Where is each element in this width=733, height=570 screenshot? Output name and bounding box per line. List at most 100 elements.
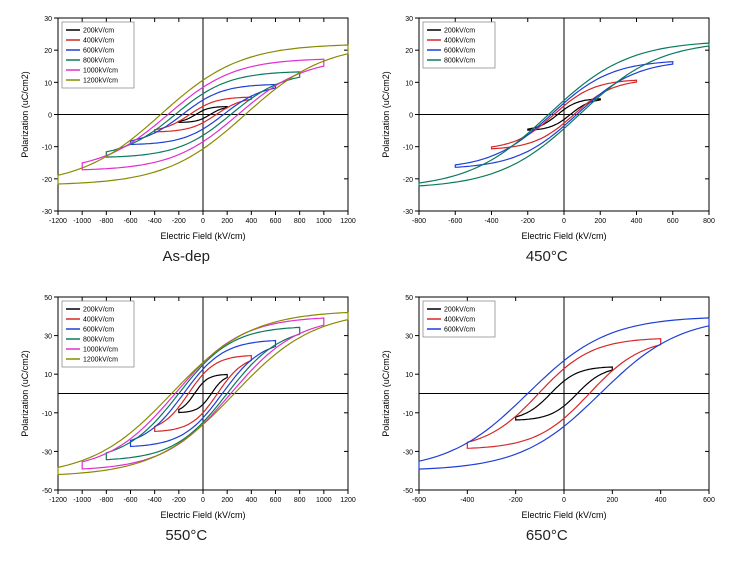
panel-title-650c: 650°C [526, 527, 568, 544]
svg-text:200kV/cm: 200kV/cm [83, 307, 114, 314]
svg-text:-1200: -1200 [49, 497, 67, 504]
chart-450c: -800-600-400-2000200400600800-30-20-1001… [377, 10, 717, 250]
svg-text:800: 800 [294, 497, 306, 504]
svg-text:1000: 1000 [316, 218, 332, 225]
svg-text:Electric Field (kV/cm): Electric Field (kV/cm) [161, 231, 246, 241]
svg-text:200kV/cm: 200kV/cm [444, 28, 475, 35]
svg-text:600kV/cm: 600kV/cm [83, 48, 114, 55]
svg-text:800: 800 [294, 218, 306, 225]
panel-650c: -600 -400 -200 0 200 400 600 -50 -30 -10 10 30 50 Ele… [371, 289, 724, 560]
svg-text:-1200: -1200 [49, 218, 67, 225]
panel-550c: -1200-1000-800-600-400-20002004006008001… [10, 289, 363, 560]
svg-text:800: 800 [703, 218, 715, 225]
svg-text:800kV/cm: 800kV/cm [83, 58, 114, 65]
svg-text:-400: -400 [148, 218, 162, 225]
svg-text:Polarization (uC/cm2): Polarization (uC/cm2) [381, 350, 391, 437]
chart-grid: -1200-1000-800-600-400-20002004006008001… [10, 10, 723, 560]
svg-text:800kV/cm: 800kV/cm [444, 58, 475, 65]
svg-text:400: 400 [246, 497, 258, 504]
svg-text:400kV/cm: 400kV/cm [83, 38, 114, 45]
svg-text:-800: -800 [412, 218, 426, 225]
svg-text:1000kV/cm: 1000kV/cm [83, 347, 118, 354]
svg-text:600: 600 [667, 218, 679, 225]
svg-text:0: 0 [562, 497, 566, 504]
svg-text:Polarization (uC/cm2): Polarization (uC/cm2) [20, 71, 30, 158]
svg-text:10: 10 [44, 80, 52, 87]
svg-text:-400: -400 [460, 497, 474, 504]
svg-text:10: 10 [44, 372, 52, 379]
panel-title-450c: 450°C [526, 248, 568, 265]
svg-text:20: 20 [405, 48, 413, 55]
svg-text:-200: -200 [508, 497, 522, 504]
svg-text:-800: -800 [100, 218, 114, 225]
svg-text:50: 50 [405, 295, 413, 302]
svg-text:30: 30 [405, 16, 413, 23]
svg-text:-800: -800 [100, 497, 114, 504]
svg-text:1200: 1200 [340, 218, 356, 225]
svg-text:-600: -600 [124, 218, 138, 225]
svg-text:-400: -400 [484, 218, 498, 225]
svg-text:30: 30 [44, 334, 52, 341]
chart-650c: -600 -400 -200 0 200 400 600 -50 -30 -10 10 30 50 Ele… [377, 289, 717, 529]
svg-text:0: 0 [201, 218, 205, 225]
svg-text:600kV/cm: 600kV/cm [83, 327, 114, 334]
svg-text:30: 30 [44, 16, 52, 23]
svg-text:-10: -10 [403, 411, 413, 418]
svg-text:200kV/cm: 200kV/cm [83, 28, 114, 35]
svg-text:600: 600 [270, 497, 282, 504]
panel-as-dep: -1200-1000-800-600-400-20002004006008001… [10, 10, 363, 281]
svg-text:1200kV/cm: 1200kV/cm [83, 78, 118, 85]
svg-text:800kV/cm: 800kV/cm [83, 337, 114, 344]
svg-text:-30: -30 [42, 449, 52, 456]
svg-text:400kV/cm: 400kV/cm [83, 317, 114, 324]
svg-text:200: 200 [222, 497, 234, 504]
svg-text:400: 400 [246, 218, 258, 225]
svg-text:-600: -600 [448, 218, 462, 225]
svg-text:10: 10 [405, 80, 413, 87]
svg-text:-200: -200 [520, 218, 534, 225]
svg-text:-30: -30 [42, 209, 52, 216]
svg-text:600: 600 [703, 497, 715, 504]
svg-text:400: 400 [655, 497, 667, 504]
panel-title-550c: 550°C [165, 527, 207, 544]
svg-text:-600: -600 [124, 497, 138, 504]
svg-text:-1000: -1000 [73, 497, 91, 504]
svg-text:-20: -20 [42, 177, 52, 184]
svg-text:400kV/cm: 400kV/cm [444, 38, 475, 45]
svg-text:Electric Field (kV/cm): Electric Field (kV/cm) [521, 231, 606, 241]
svg-text:1000: 1000 [316, 497, 332, 504]
svg-text:-600: -600 [412, 497, 426, 504]
svg-text:Polarization (uC/cm2): Polarization (uC/cm2) [20, 350, 30, 437]
svg-text:-1000: -1000 [73, 218, 91, 225]
svg-text:0: 0 [409, 113, 413, 120]
svg-text:Polarization (uC/cm2): Polarization (uC/cm2) [381, 71, 391, 158]
svg-text:0: 0 [562, 218, 566, 225]
svg-text:30: 30 [405, 334, 413, 341]
svg-text:600: 600 [270, 218, 282, 225]
svg-text:50: 50 [44, 295, 52, 302]
svg-text:400: 400 [630, 218, 642, 225]
panel-title-as-dep: As-dep [162, 248, 210, 265]
svg-text:-30: -30 [403, 449, 413, 456]
svg-text:Electric Field (kV/cm): Electric Field (kV/cm) [521, 510, 606, 520]
svg-text:-10: -10 [42, 411, 52, 418]
svg-text:200: 200 [594, 218, 606, 225]
svg-text:600kV/cm: 600kV/cm [444, 327, 475, 334]
svg-text:600kV/cm: 600kV/cm [444, 48, 475, 55]
svg-text:-30: -30 [403, 209, 413, 216]
svg-text:-50: -50 [403, 488, 413, 495]
svg-text:-200: -200 [172, 497, 186, 504]
svg-text:200: 200 [606, 497, 618, 504]
svg-text:10: 10 [405, 372, 413, 379]
svg-text:200kV/cm: 200kV/cm [444, 307, 475, 314]
svg-text:1200: 1200 [340, 497, 356, 504]
chart-550c: -1200-1000-800-600-400-20002004006008001… [16, 289, 356, 529]
chart-as-dep: -1200-1000-800-600-400-20002004006008001… [16, 10, 356, 250]
svg-text:-10: -10 [42, 145, 52, 152]
svg-text:-200: -200 [172, 218, 186, 225]
svg-text:0: 0 [48, 113, 52, 120]
svg-text:-400: -400 [148, 497, 162, 504]
panel-450c: -800-600-400-2000200400600800-30-20-1001… [371, 10, 724, 281]
svg-text:Electric Field (kV/cm): Electric Field (kV/cm) [161, 510, 246, 520]
svg-text:20: 20 [44, 48, 52, 55]
